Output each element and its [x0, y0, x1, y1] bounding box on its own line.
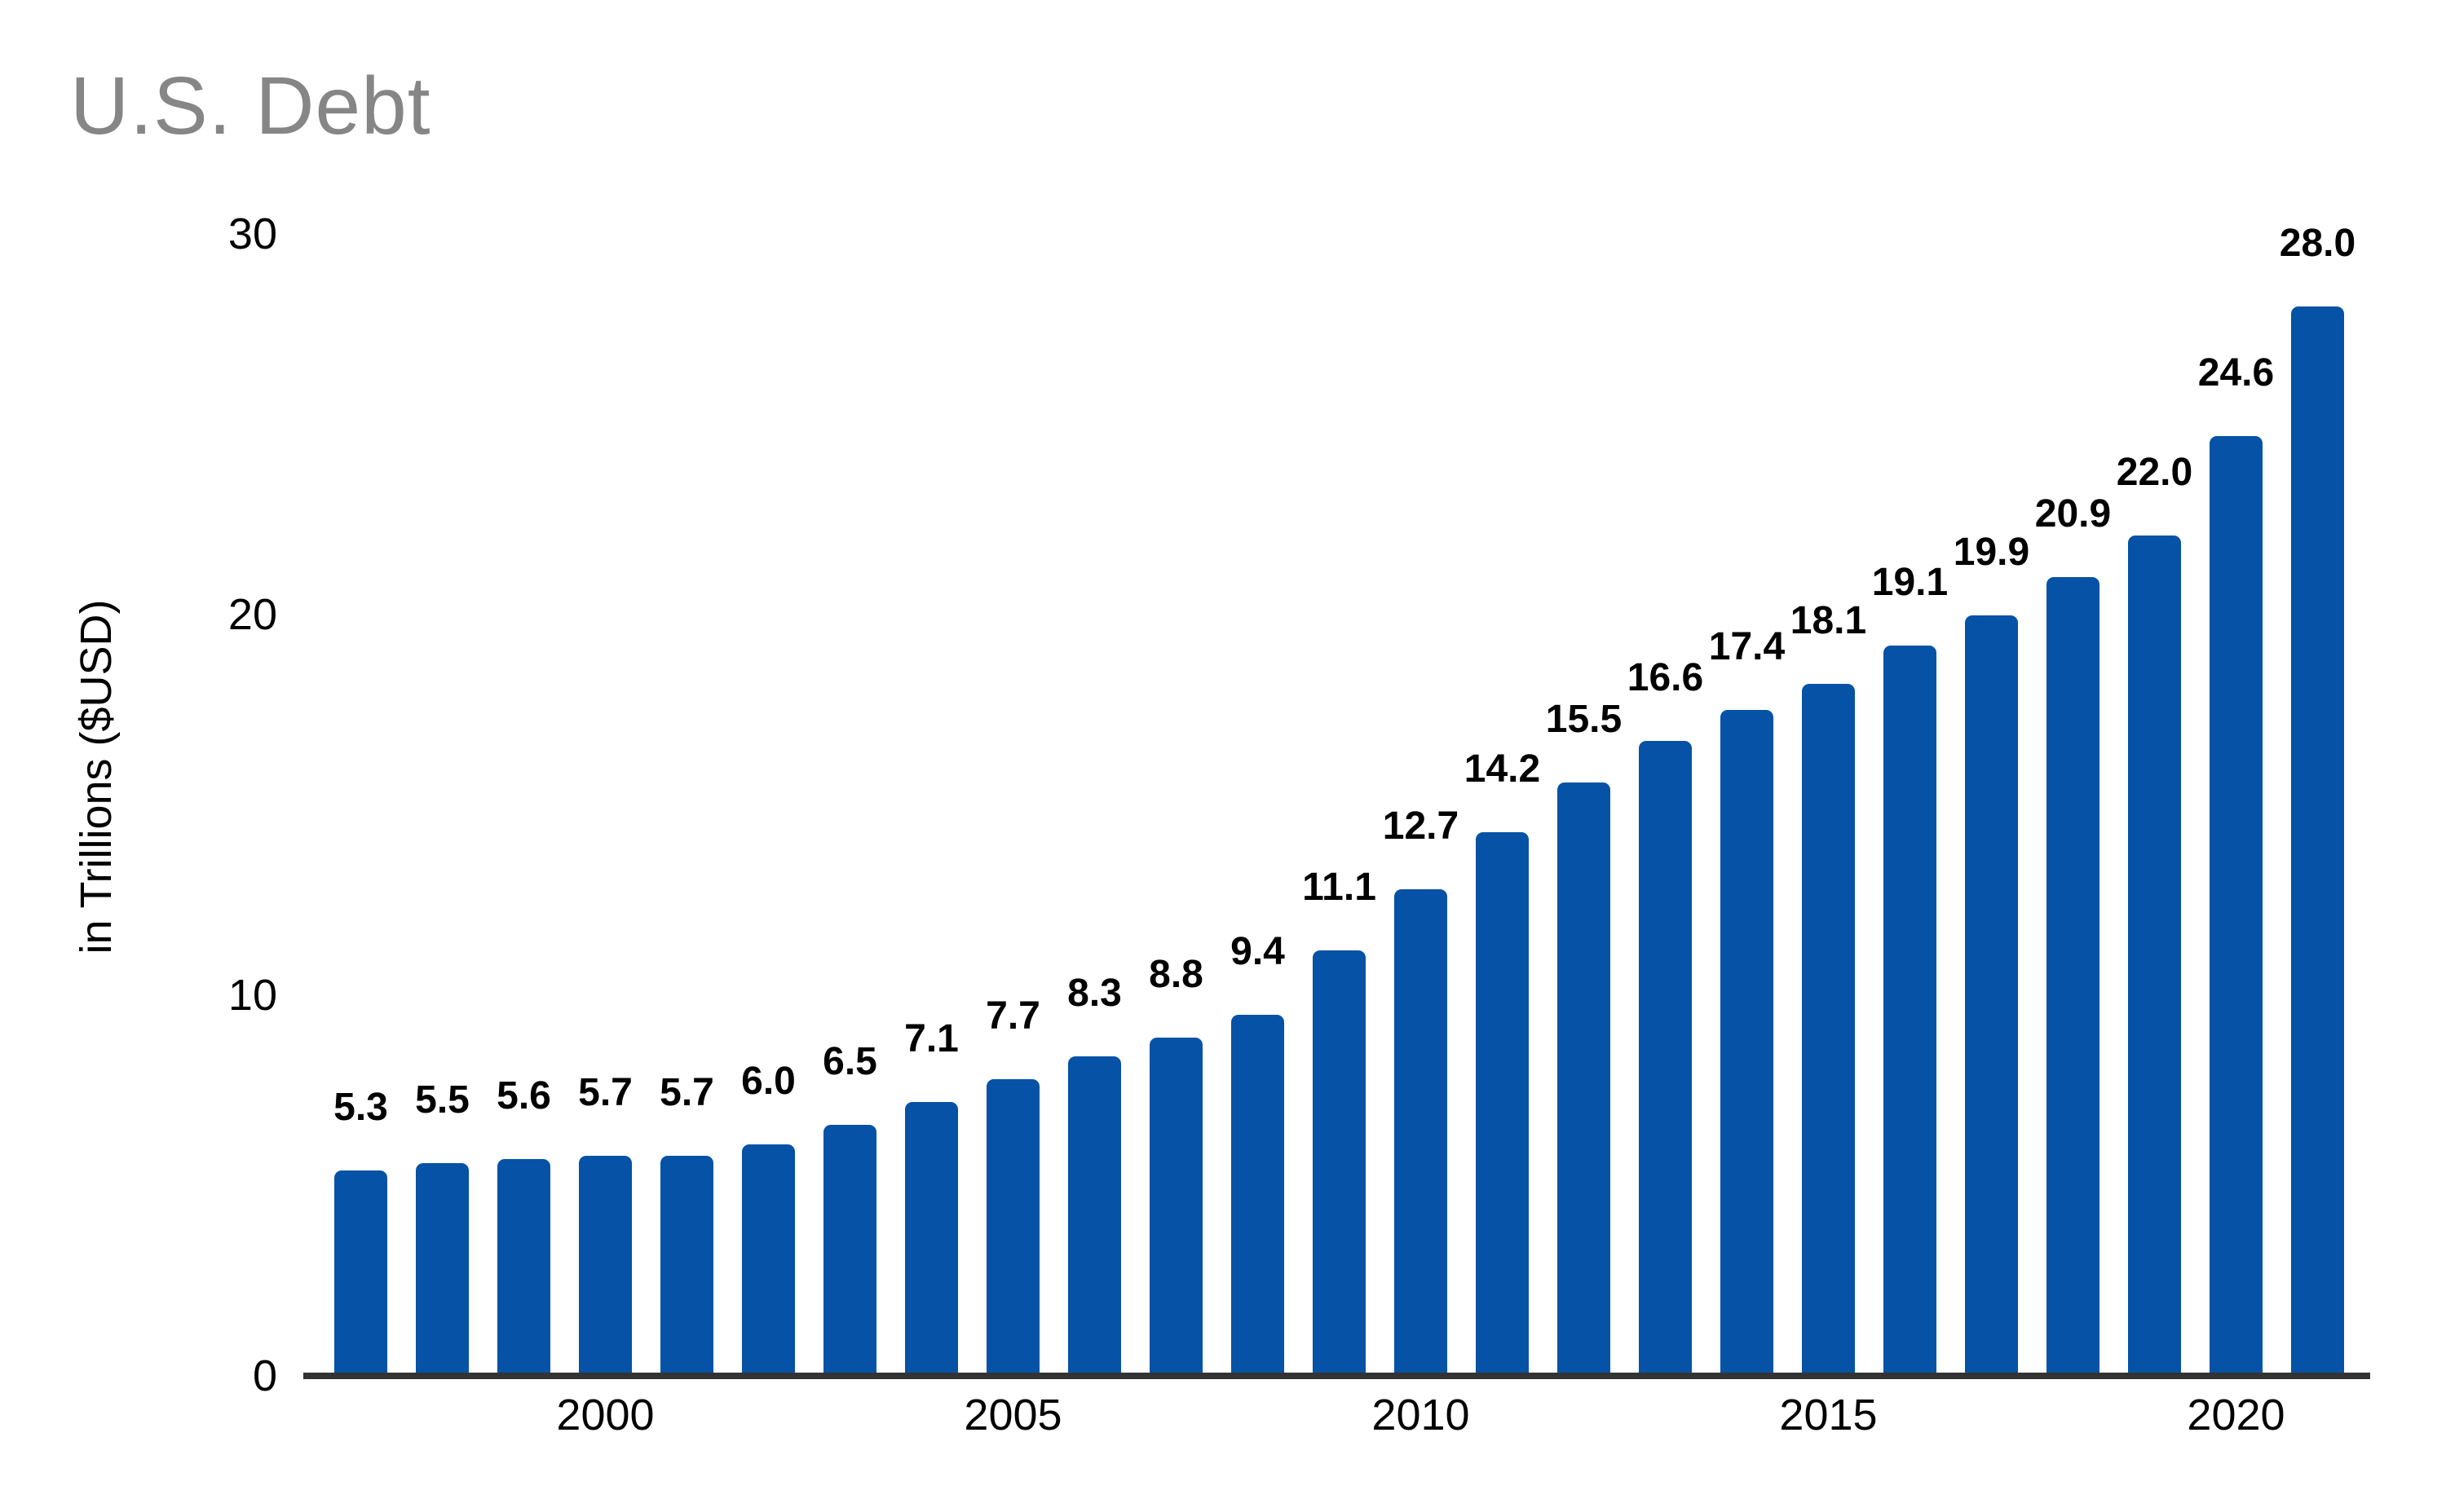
bar-1999 [497, 1159, 550, 1373]
bar-value-label-2002: 6.0 [741, 1059, 796, 1103]
x-tick-label-2010: 2010 [1371, 1391, 1470, 1439]
bar-2007 [1150, 1038, 1203, 1373]
bar-2018 [2046, 576, 2099, 1373]
bar-value-label-2007: 8.8 [1149, 953, 1203, 997]
bar-2012 [1557, 782, 1610, 1373]
bar-1998 [416, 1163, 469, 1373]
bar-value-label-1997: 5.3 [333, 1086, 388, 1130]
bar-2006 [1068, 1056, 1121, 1373]
bar-value-label-2018: 20.9 [2034, 492, 2112, 536]
y-tick-label-20: 20 [227, 590, 277, 639]
bar-value-label-2021: 28.0 [2279, 222, 2356, 266]
bar-2002 [742, 1144, 795, 1373]
x-tick-label-2020: 2020 [2187, 1391, 2285, 1439]
y-tick-label-0: 0 [252, 1351, 277, 1400]
bar-value-label-2014: 17.4 [1708, 625, 1786, 669]
bar-value-label-2006: 8.3 [1067, 972, 1122, 1016]
bar-value-label-2011: 14.2 [1464, 747, 1541, 791]
bar-2009 [1313, 950, 1366, 1373]
bar-2020 [2210, 436, 2263, 1373]
bar-value-label-1998: 5.5 [415, 1078, 470, 1122]
bar-value-label-2020: 24.6 [2197, 351, 2275, 395]
bar-2013 [1639, 740, 1692, 1373]
bar-value-label-2015: 18.1 [1790, 598, 1867, 642]
bar-value-label-2004: 7.1 [904, 1017, 959, 1061]
bar-value-label-2003: 6.5 [823, 1040, 877, 1084]
bar-value-label-2017: 19.9 [1953, 530, 2030, 574]
bar-2010 [1394, 888, 1447, 1373]
bar-value-label-2009: 11.1 [1302, 865, 1376, 909]
bar-value-label-2012: 15.5 [1545, 698, 1623, 742]
bar-value-label-2008: 9.4 [1230, 930, 1285, 974]
bar-value-label-2005: 7.7 [986, 994, 1040, 1038]
bar-value-label-2010: 12.7 [1382, 804, 1459, 848]
chart-title: U.S. Debt [70, 60, 431, 152]
bar-value-label-2000: 5.7 [578, 1070, 633, 1114]
bar-2004 [905, 1102, 958, 1373]
x-tick-label-2000: 2000 [556, 1391, 655, 1439]
bar-2017 [1965, 615, 2018, 1373]
bar-2008 [1231, 1015, 1284, 1373]
bar-2021 [2291, 306, 2344, 1373]
bar-2011 [1476, 831, 1529, 1373]
bar-2003 [823, 1125, 876, 1373]
bar-2015 [1802, 683, 1855, 1373]
x-tick-label-2015: 2015 [1779, 1391, 1878, 1439]
bar-2000 [579, 1155, 632, 1373]
bar-2005 [987, 1079, 1040, 1373]
bar-value-label-2019: 22.0 [2116, 450, 2193, 494]
y-axis-title: in Trillions ($USD) [72, 599, 121, 954]
x-tick-label-2005: 2005 [964, 1391, 1062, 1439]
bar-value-label-2016: 19.1 [1871, 561, 1949, 605]
bar-2019 [2128, 535, 2181, 1373]
x-axis-line [303, 1373, 2370, 1379]
bar-value-label-2001: 5.7 [660, 1070, 714, 1114]
bar-1997 [334, 1170, 387, 1373]
y-tick-label-30: 30 [227, 209, 277, 258]
y-tick-label-10: 10 [227, 971, 277, 1020]
bar-value-label-2013: 16.6 [1627, 655, 1704, 699]
bar-value-label-1999: 5.6 [497, 1074, 551, 1118]
bar-2014 [1720, 710, 1773, 1373]
bar-2001 [660, 1155, 713, 1373]
bar-2016 [1883, 646, 1936, 1373]
